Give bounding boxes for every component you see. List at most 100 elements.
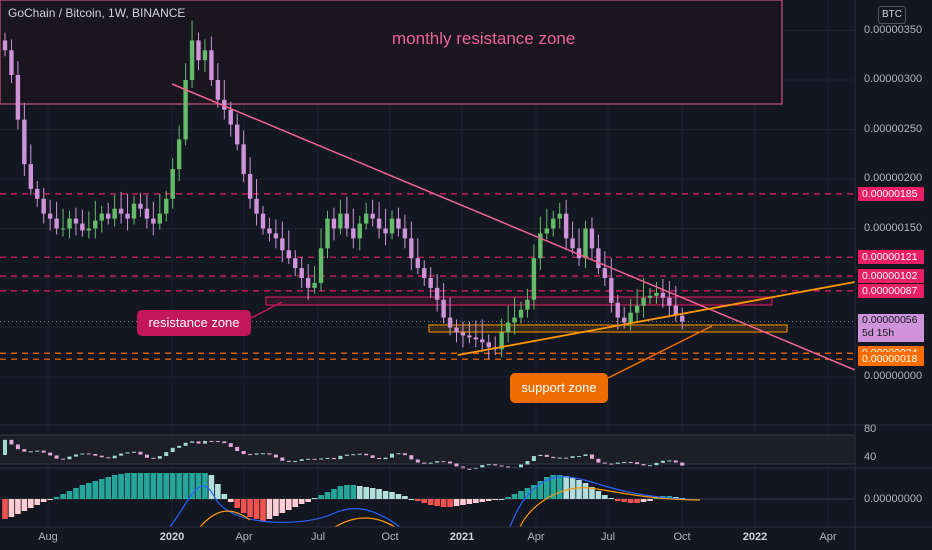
time-axis-label: Oct — [673, 531, 691, 543]
candle-body — [331, 218, 337, 229]
currency-button[interactable]: BTC — [878, 6, 906, 24]
candle-body — [538, 233, 543, 259]
oscillator-bar — [422, 462, 427, 464]
oscillator-axis-lower: 40 — [864, 451, 877, 463]
price-tag: 0.00000121 — [858, 250, 924, 265]
macd-histogram-bar — [505, 497, 511, 499]
candle-body — [551, 218, 556, 229]
oscillator-bar — [67, 456, 72, 460]
candle-body — [209, 50, 214, 80]
macd-histogram-bar — [266, 499, 273, 519]
macd-histogram-bar — [640, 499, 647, 502]
candle-body — [428, 278, 433, 288]
oscillator-bar — [235, 446, 240, 452]
candle-body — [434, 287, 440, 300]
macd-histogram-bar — [473, 499, 479, 503]
candle-body — [518, 309, 524, 318]
oscillator-bar — [635, 462, 640, 465]
oscillator-bar — [402, 453, 407, 456]
candle-body — [35, 188, 40, 199]
macd-line — [169, 476, 701, 528]
macd-histogram-bar — [531, 485, 537, 499]
macd-histogram-bar — [331, 489, 337, 499]
oscillator-bar — [480, 465, 485, 468]
horizontal-levels — [0, 193, 855, 360]
candle-body — [544, 228, 549, 234]
candle-body — [157, 213, 162, 224]
macd-histogram-bar — [673, 497, 679, 499]
oscillator-bar — [48, 452, 53, 456]
oscillator-bar — [583, 454, 588, 457]
oscillator-bar — [564, 457, 569, 459]
oscillator-bar — [3, 439, 7, 455]
macd-axis-zero: 0.00000000 — [864, 493, 923, 505]
oscillator-band — [0, 435, 855, 464]
macd-histogram-bar — [286, 499, 292, 510]
macd-histogram-bar — [647, 499, 653, 501]
candle-body — [131, 203, 137, 219]
oscillator-bar — [261, 453, 265, 455]
candle-body — [480, 339, 485, 343]
candle-body — [357, 223, 362, 239]
candle-body — [596, 248, 601, 269]
oscillator-bar — [106, 457, 111, 459]
candle-body — [2, 40, 8, 51]
candle-body — [351, 228, 356, 239]
candle-body — [325, 218, 330, 249]
oscillator-bar — [61, 458, 66, 460]
macd-histogram-bar — [195, 473, 202, 499]
candle-body — [305, 278, 311, 288]
macd-histogram-bar — [34, 499, 41, 505]
resistance-zone-box — [265, 296, 773, 306]
macd-histogram-bar — [105, 477, 111, 499]
time-axis-label: Oct — [381, 531, 399, 543]
oscillator-bar — [151, 457, 156, 459]
macd-histogram-bar — [66, 491, 73, 499]
resistance-callout-pointer — [250, 301, 283, 319]
oscillator-bar — [164, 452, 169, 457]
oscillator-bar — [35, 450, 40, 452]
oscillator-bar — [357, 453, 362, 455]
candle-body — [202, 50, 208, 61]
oscillator-bar — [609, 463, 614, 465]
candle-body — [93, 220, 98, 229]
candle-body — [454, 327, 459, 333]
oscillator-bar — [293, 460, 298, 462]
candle-body — [641, 297, 646, 306]
candle-body — [647, 295, 653, 298]
candle-body — [441, 299, 446, 318]
oscillator-bar — [351, 454, 356, 456]
macd-histogram-bar — [602, 495, 608, 499]
candle-body — [364, 213, 369, 224]
oscillator-bar — [86, 453, 91, 455]
macd-histogram-bar — [131, 473, 137, 499]
price-tag: 0.00000087 — [858, 283, 924, 298]
candle-body — [106, 213, 111, 219]
oscillator-bar — [190, 441, 195, 443]
candle-body — [138, 203, 143, 209]
candle-body — [144, 208, 150, 219]
oscillator-bar — [570, 456, 575, 458]
oscillator-bar — [673, 460, 678, 463]
candle-body — [299, 268, 304, 278]
price-axis-label: 0.00000250 — [864, 122, 923, 135]
candle-body — [422, 268, 427, 278]
macd-histogram-bar — [511, 494, 518, 499]
oscillator-bar — [177, 445, 182, 448]
macd-histogram-bar — [292, 499, 299, 507]
macd-histogram-bar — [163, 473, 170, 499]
candle-body — [228, 109, 233, 125]
macd-histogram-bar — [2, 499, 8, 519]
oscillator-bar — [41, 450, 46, 453]
candle-body — [660, 292, 666, 298]
resistance-zone-callout: resistance zone — [137, 310, 251, 336]
oscillator-bar — [325, 457, 330, 459]
oscillator-bar — [409, 455, 414, 460]
candle-body — [9, 50, 14, 76]
oscillator-bar — [196, 441, 201, 444]
candle-body — [447, 317, 453, 328]
time-axis-label: Jul — [310, 531, 326, 543]
candle-body — [344, 213, 350, 229]
